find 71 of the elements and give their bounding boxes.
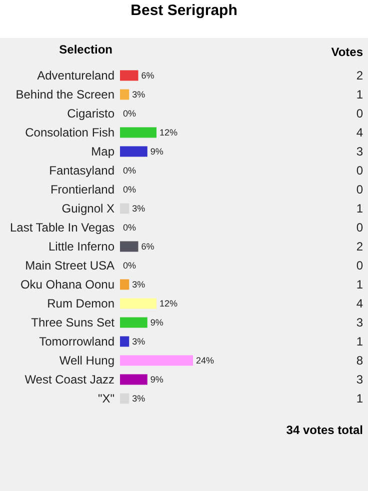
text: 34 votes total [286, 423, 363, 437]
bar [120, 336, 130, 347]
text: 4 [356, 126, 364, 140]
data-label: 3% [132, 394, 146, 404]
y-tick-label: West Coast Jazz [24, 372, 114, 386]
bar [120, 393, 130, 404]
data-label: 0% [123, 108, 136, 118]
text: 0 [356, 258, 364, 272]
text: 1 [356, 88, 364, 102]
y-tick-label: Adventureland [37, 68, 114, 82]
data-label: 12% [160, 298, 178, 308]
bar [120, 374, 148, 385]
text: 1 [356, 278, 364, 292]
text: 0 [356, 106, 364, 120]
y-tick-label: Oku Ohana Oonu [20, 278, 114, 292]
y-tick-label: Rum Demon [47, 296, 114, 310]
text: 0 [356, 164, 364, 178]
data-label: 3% [132, 336, 146, 346]
y-tick-label: Guignol X [62, 202, 114, 216]
text: 4 [356, 296, 364, 310]
data-label: 9% [150, 318, 164, 328]
bar [120, 127, 156, 138]
bar [120, 241, 138, 252]
y-tick-label: Fantasyland [49, 164, 114, 178]
data-label: 0% [123, 184, 136, 194]
bar [120, 279, 130, 290]
bar [120, 298, 156, 309]
text: 1 [356, 202, 364, 216]
y-tick-label: Frontierland [50, 182, 114, 196]
bar [120, 317, 148, 328]
data-label: 24% [196, 356, 214, 366]
data-label: 6% [141, 70, 154, 80]
data-label: 6% [141, 242, 154, 252]
y-tick-label: Tomorrowland [39, 334, 114, 348]
data-label: 3% [132, 280, 146, 290]
data-label: 0% [123, 222, 136, 232]
y-axis-title: Selection [59, 42, 112, 56]
text: 1 [356, 392, 364, 406]
y-tick-label: Behind the Screen [16, 88, 114, 102]
y-tick-label: "X" [98, 392, 114, 406]
text: 0 [356, 220, 364, 234]
text: Votes [331, 45, 364, 59]
y-tick-label: Map [91, 144, 115, 158]
bar [120, 70, 138, 81]
y-tick-label: Last Table In Vegas [10, 220, 114, 234]
y-tick-label: Main Street USA [25, 258, 114, 272]
data-label: 9% [150, 374, 164, 384]
y-tick-label: Consolation Fish [25, 126, 114, 140]
data-label: 0% [123, 166, 136, 176]
text: 2 [356, 240, 364, 254]
bar [120, 203, 130, 214]
text: 3 [356, 316, 364, 330]
bar [120, 355, 193, 366]
y-tick-label: Well Hung [59, 354, 114, 368]
y-tick-label: Three Suns Set [31, 316, 116, 330]
y-tick-label: Cigaristo [67, 106, 115, 120]
y-tick-label: Little Inferno [48, 240, 115, 254]
data-label: 3% [132, 204, 146, 214]
text: 3 [356, 372, 364, 386]
text: 3 [356, 144, 364, 158]
data-label: 3% [132, 90, 146, 100]
text: 8 [356, 354, 364, 368]
text: 0 [356, 182, 364, 196]
bar [120, 89, 130, 100]
data-label: 12% [160, 128, 178, 138]
bar [120, 146, 148, 157]
data-label: 0% [123, 260, 136, 270]
text: 1 [356, 334, 364, 348]
data-label: 9% [150, 146, 164, 156]
text: 2 [356, 68, 364, 82]
chart-title: Best Serigraph [130, 2, 238, 19]
